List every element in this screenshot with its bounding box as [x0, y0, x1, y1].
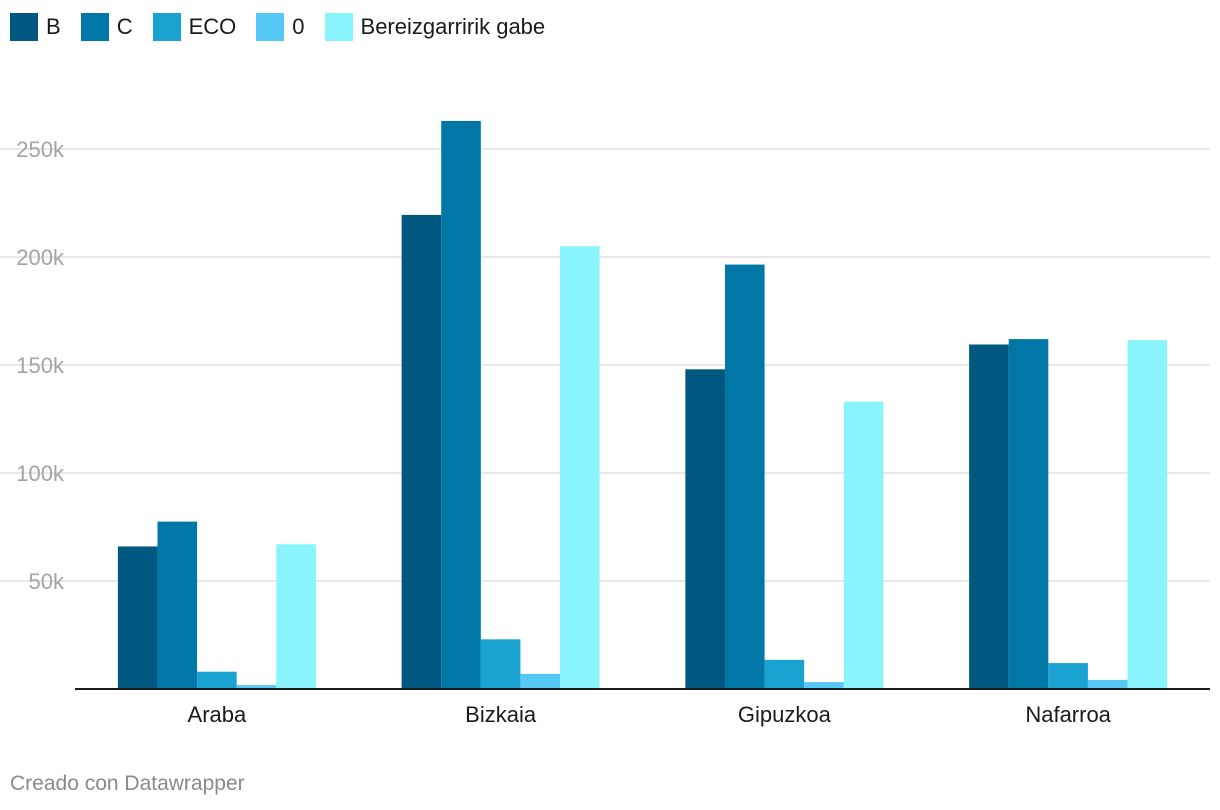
- bar: [520, 673, 561, 689]
- legend-item: C: [80, 13, 133, 41]
- legend-label: ECO: [188, 14, 237, 39]
- legend-label: B: [46, 14, 61, 39]
- bar: [843, 401, 884, 689]
- legend-label: C: [116, 14, 133, 39]
- legend-item: ECO: [152, 13, 237, 41]
- bar: [804, 682, 844, 689]
- bar: [197, 671, 237, 689]
- bar: [480, 639, 521, 689]
- y-tick-label: 150k: [16, 353, 65, 378]
- legend-label: Bereizgarririk gabe: [360, 14, 546, 39]
- legend-swatch: [80, 13, 109, 41]
- x-tick-label: Nafarroa: [1025, 702, 1111, 727]
- chart-legend: B C ECO 0 Bereizgarririk gabe: [10, 12, 565, 42]
- bar: [1008, 339, 1049, 689]
- y-tick-label: 100k: [16, 461, 65, 486]
- credit-text: Creado con Datawrapper: [10, 772, 245, 795]
- bar: [764, 659, 805, 689]
- x-tick-label: Araba: [188, 702, 247, 727]
- legend-item: 0: [256, 13, 305, 41]
- legend-swatch: [152, 13, 181, 41]
- y-tick-label: 50k: [29, 569, 65, 594]
- bar: [1048, 663, 1088, 689]
- y-tick-label: 250k: [16, 137, 65, 162]
- bar-chart: 50k 100k 150k 200k 250k Araba Bizkaia Gipuzkoa N…: [0, 120, 1210, 727]
- bar: [560, 246, 600, 689]
- legend-item: Bereizgarririk gabe: [324, 13, 546, 41]
- legend-item: B: [10, 13, 61, 41]
- bar: [1087, 679, 1128, 689]
- legend-swatch: [324, 13, 353, 41]
- bar: [724, 264, 765, 689]
- x-tick-label: Bizkaia: [465, 702, 537, 727]
- legend-swatch: [10, 13, 38, 41]
- bar: [236, 685, 277, 689]
- bar: [276, 544, 316, 689]
- bar: [969, 344, 1009, 689]
- y-tick-label: 200k: [16, 245, 65, 270]
- x-tick-label: Gipuzkoa: [738, 702, 832, 727]
- bar: [1127, 340, 1168, 689]
- bar: [157, 521, 198, 689]
- legend-swatch: [256, 13, 285, 41]
- bar: [117, 546, 158, 689]
- bar: [401, 214, 442, 689]
- bar: [441, 120, 481, 690]
- bar: [685, 369, 725, 689]
- legend-label: 0: [292, 14, 305, 39]
